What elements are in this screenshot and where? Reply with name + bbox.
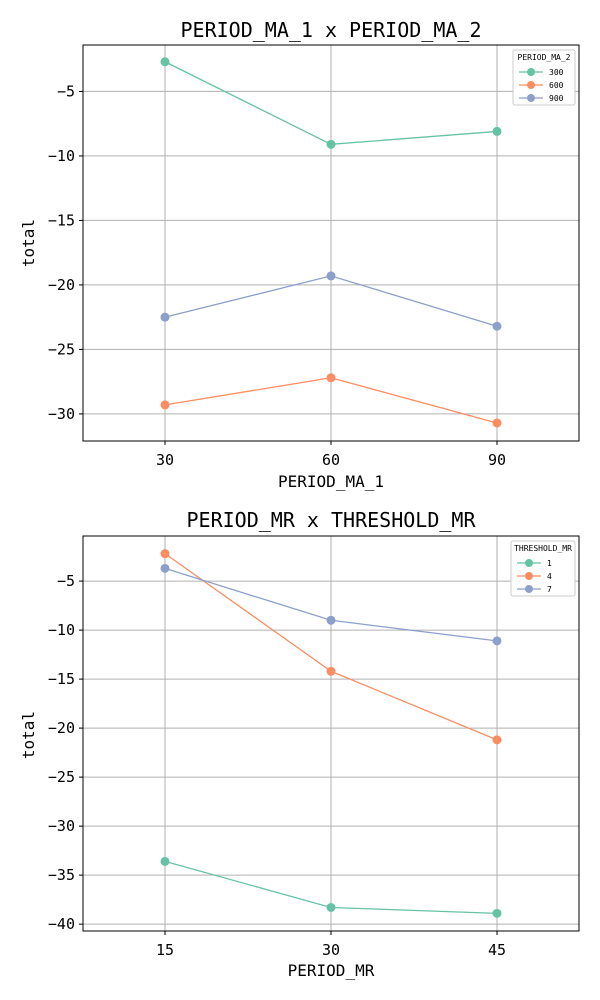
data-point-900-90 (492, 321, 502, 331)
y-tick-label: −25 (48, 768, 75, 786)
legend-label-300: 300 (549, 68, 564, 77)
y-tick-label: −35 (48, 866, 75, 884)
data-point-7-45 (492, 636, 502, 646)
data-point-600-60 (326, 373, 336, 383)
y-tick-label: −5 (57, 82, 75, 100)
x-tick-label: 60 (322, 451, 340, 469)
x-tick-label: 30 (156, 451, 174, 469)
y-axis-label: total (19, 219, 38, 267)
data-point-600-30 (160, 400, 170, 410)
data-point-900-60 (326, 271, 336, 281)
y-tick-label: −25 (48, 340, 75, 358)
data-point-4-30 (326, 666, 336, 676)
legend: PERIOD_MA_2 300 600 900 (512, 49, 576, 106)
x-axis-label: PERIOD_MA_1 (278, 472, 384, 491)
y-tick-label: −40 (48, 915, 75, 933)
y-tick-label: −30 (48, 405, 75, 423)
x-tick-label: 45 (488, 941, 506, 959)
legend-marker-1 (525, 559, 533, 567)
data-point-7-30 (326, 615, 336, 625)
y-tick-label: −15 (48, 211, 75, 229)
data-point-600-90 (492, 418, 502, 428)
x-tick-label: 90 (488, 451, 506, 469)
y-axis-label: total (19, 711, 38, 759)
chart-1: PERIOD_MA_1 x PERIOD_MA_2 −5 −10 −15 −20 −25 −… (19, 18, 580, 491)
legend-title: THRESHOLD_MR (514, 544, 572, 553)
chart-title: PERIOD_MR x THRESHOLD_MR (187, 508, 477, 532)
data-point-900-30 (160, 312, 170, 322)
legend-frame (512, 49, 576, 106)
legend-label-4: 4 (547, 572, 552, 581)
y-tick-label: −5 (57, 572, 75, 590)
plot-area (82, 44, 580, 442)
data-point-1-15 (160, 856, 170, 866)
data-point-4-15 (160, 549, 170, 559)
legend-frame (510, 540, 576, 597)
legend-marker-600 (527, 81, 535, 89)
y-tick-label: −30 (48, 817, 75, 835)
x-tick-label: 15 (156, 941, 174, 959)
chart-2: PERIOD_MR x THRESHOLD_MR −5 −10 −15 −20 −25 −3… (19, 508, 580, 980)
legend-marker-900 (527, 94, 535, 102)
y-tick-label: −10 (48, 147, 75, 165)
x-tick-label: 30 (322, 941, 340, 959)
legend-marker-7 (525, 585, 533, 593)
data-point-4-45 (492, 735, 502, 745)
data-point-1-45 (492, 908, 502, 918)
legend: THRESHOLD_MR 1 4 7 (510, 540, 576, 597)
legend-label-600: 600 (549, 81, 564, 90)
chart-title: PERIOD_MA_1 x PERIOD_MA_2 (180, 18, 481, 42)
data-point-300-30 (160, 57, 170, 67)
data-point-300-60 (326, 139, 336, 149)
legend-label-900: 900 (549, 94, 564, 103)
data-point-300-90 (492, 126, 502, 136)
x-axis-label: PERIOD_MR (288, 961, 375, 980)
data-point-1-30 (326, 902, 336, 912)
legend-marker-300 (527, 68, 535, 76)
data-point-7-15 (160, 563, 170, 573)
y-tick-label: −15 (48, 670, 75, 688)
legend-label-1: 1 (547, 559, 552, 568)
legend-marker-4 (525, 572, 533, 580)
legend-label-7: 7 (547, 585, 552, 594)
legend-title: PERIOD_MA_2 (518, 53, 571, 62)
y-tick-label: −10 (48, 621, 75, 639)
plot-area (82, 535, 580, 932)
y-tick-label: −20 (48, 719, 75, 737)
y-tick-label: −20 (48, 276, 75, 294)
